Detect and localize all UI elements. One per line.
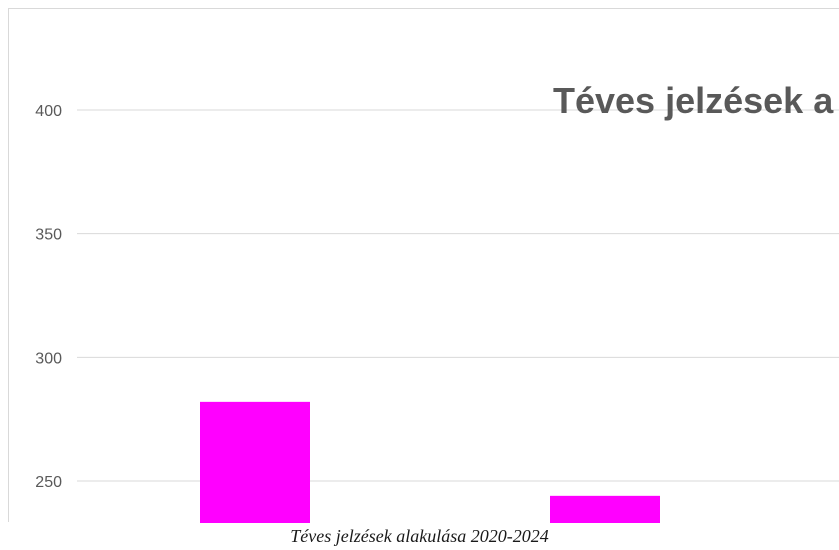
y-tick-label: 300 [35, 350, 62, 367]
bars [200, 401, 660, 523]
gridlines [77, 109, 839, 482]
chart-title: Téves jelzések a [553, 80, 834, 121]
bar [550, 495, 660, 523]
y-tick-label: 400 [35, 103, 62, 120]
chart-area [8, 8, 839, 522]
figure-caption: Téves jelzések alakulása 2020-2024 [290, 526, 549, 546]
bar-chart: 400 350 300 250 Téves jelzések a [35, 80, 839, 523]
bar [200, 401, 310, 523]
y-tick-label: 350 [35, 227, 62, 244]
y-axis-ticks: 400 350 300 250 [35, 103, 62, 491]
y-tick-label: 250 [35, 474, 62, 491]
